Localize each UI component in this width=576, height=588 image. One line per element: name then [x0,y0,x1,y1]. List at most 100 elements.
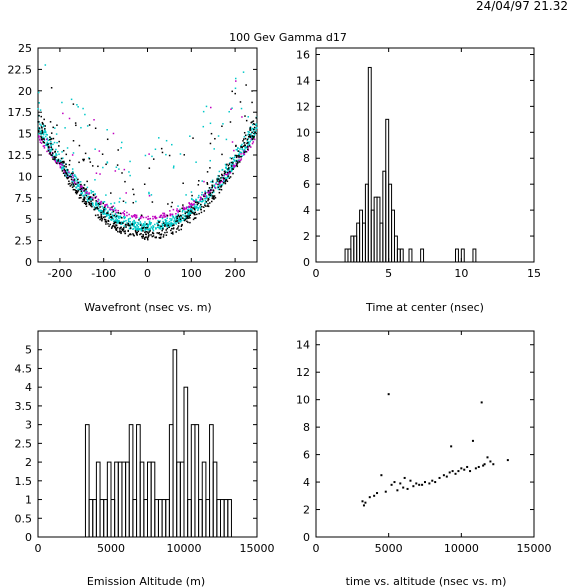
scatter-point [380,474,383,477]
scatter-point [174,222,176,224]
scatter-point [44,128,46,130]
scatter-point [84,192,86,194]
scatter-point [163,214,165,216]
scatter-point [177,210,179,213]
scatter-point [376,492,379,495]
scatter-point [70,172,73,175]
scatter-point [183,215,186,217]
scatter-point [61,167,63,169]
scatter-point [113,214,116,217]
scatter-point [111,206,113,208]
scatter-point [43,139,46,142]
scatter-point [74,188,76,191]
scatter-point [73,178,76,180]
scatter-point [70,175,72,178]
scatter-point [91,203,94,206]
scatter-point [112,210,115,213]
scatter-point [409,479,412,482]
scatter-point [226,173,229,176]
scatter-point [186,211,188,214]
scatter-point [88,157,91,160]
scatter-point [151,232,154,234]
scatter-point [243,151,246,153]
scatter-point [111,214,114,216]
scatter-point [249,129,251,132]
scatter-point [242,154,245,156]
scatter-point [165,234,168,236]
histogram-bar [190,424,196,538]
scatter-point [210,194,213,196]
scatter-point [228,168,231,171]
scatter-point [182,182,184,185]
scatter-point [364,501,367,504]
scatter-point [149,217,152,220]
scatter-point [84,201,87,203]
scatter-point [247,116,250,118]
y-tick-label: 6 [303,178,310,191]
scatter-point [149,223,152,225]
scatter-point [212,181,214,184]
scatter-point [193,205,196,208]
scatter-point [121,223,123,225]
scatter-point [188,215,190,218]
scatter-point [119,216,122,219]
scatter-point [232,164,235,167]
y-tick-label: 16 [296,48,310,61]
scatter-point [77,184,79,186]
scatter-point [43,118,45,121]
scatter-point [115,166,118,168]
scatter-point [146,226,149,229]
scatter-point [210,200,213,203]
scatter-point [123,168,126,171]
scatter-point [40,115,43,118]
scatter-point [123,220,126,223]
scatter-point [132,224,135,227]
scatter-point [185,216,188,218]
scatter-point [114,216,117,218]
scatter-point [252,141,255,143]
histogram-bar [114,461,119,538]
time-center-histogram: Time at center (nsec) 0 5 10 15 0 2 4 6 8 10 12 14 1… [296,47,541,314]
scatter-point [238,159,240,162]
scatter-point [226,177,228,179]
scatter-point [54,158,57,161]
y-tick-label: 8 [303,421,310,434]
scatter-point [144,233,147,235]
scatter-point [223,180,226,183]
scatter-point [148,153,150,155]
scatter-point [172,227,175,230]
scatter-point [82,159,85,162]
scatter-point [162,234,165,236]
scatter-point [167,224,169,227]
scatter-point [62,157,64,159]
y-tick-label: 0 [303,256,310,269]
scatter-point [477,465,480,468]
scatter-point [232,172,234,175]
scatter-point [179,221,182,223]
scatter-point [222,174,224,177]
scatter-point [406,487,409,490]
scatter-point [469,470,472,473]
histogram-bar [420,248,425,263]
scatter-point [164,218,167,221]
scatter-point [211,184,213,187]
scatter-point [120,232,122,235]
scatter-point [183,207,185,209]
scatter-point [200,203,202,206]
scatter-point [247,134,249,136]
scatter-point [211,179,214,182]
scatter-point [137,230,140,233]
scatter-point [62,164,64,167]
scatter-point [171,232,174,234]
histogram-bar [198,499,203,538]
scatter-point [188,202,191,204]
scatter-point [51,147,53,150]
time-center-xlabel: Time at center (nsec) [365,301,484,314]
scatter-point [110,219,113,221]
y-tick-label: 15 [18,128,32,141]
scatter-point [40,142,43,144]
scatter-point [207,199,209,202]
scatter-point [217,174,219,177]
scatter-point [111,211,113,214]
scatter-point [255,117,258,119]
